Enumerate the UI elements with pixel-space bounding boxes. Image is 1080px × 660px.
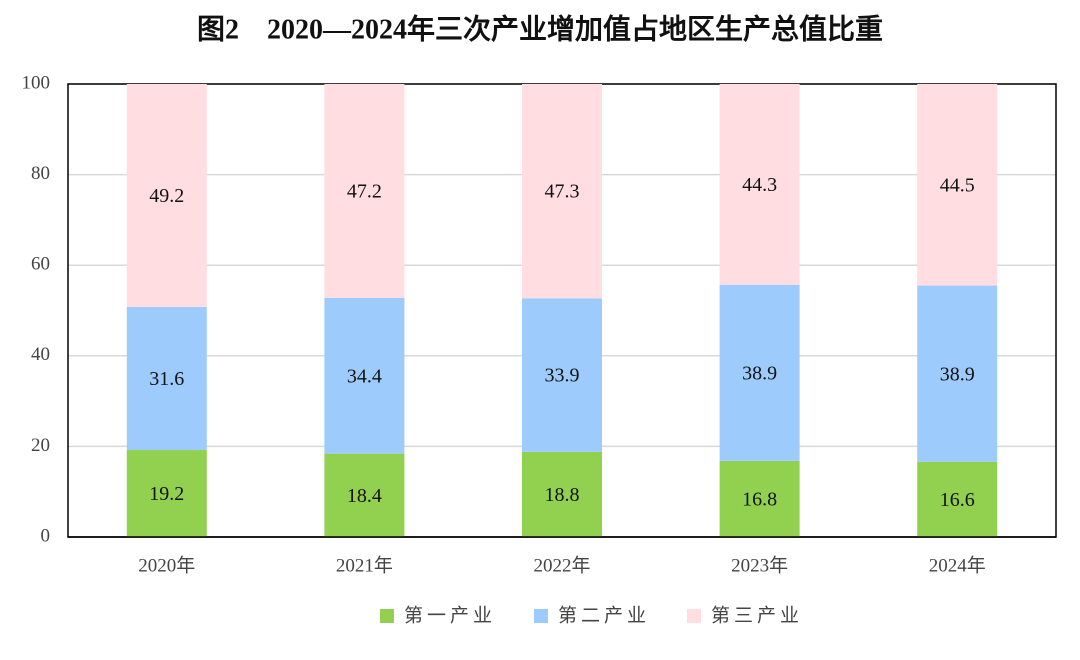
bar-segment (126, 306, 207, 451)
legend-swatch (380, 609, 394, 623)
bar-segment (522, 298, 602, 452)
bar-segment (917, 461, 998, 537)
legend-label: 第一产业 (404, 604, 496, 626)
value-label: 47.2 (347, 181, 382, 203)
legend-swatch (687, 609, 701, 623)
x-tick-label: 2020年 (138, 554, 195, 576)
bar-segment (324, 297, 405, 454)
value-label: 44.5 (940, 174, 975, 196)
value-label: 16.8 (742, 489, 777, 511)
bar-segment (126, 450, 207, 537)
x-tick-label: 2024年 (929, 554, 986, 576)
y-tick-label: 80 (31, 163, 50, 184)
value-label: 33.9 (545, 365, 580, 387)
bar-segment (324, 453, 405, 537)
bar-segment (917, 285, 998, 462)
legend-swatch (534, 609, 548, 623)
value-label: 19.2 (149, 483, 184, 505)
bar-segment (522, 84, 602, 299)
bar-segment (126, 84, 207, 307)
value-label: 16.6 (940, 489, 975, 511)
value-label: 34.4 (347, 365, 382, 387)
y-tick-label: 40 (31, 344, 50, 365)
bar-segment (719, 84, 800, 285)
x-tick-label: 2021年 (336, 554, 393, 576)
value-label: 31.6 (149, 368, 184, 390)
legend-label: 第二产业 (558, 604, 650, 626)
bar-segment (719, 284, 800, 461)
x-tick-label: 2023年 (731, 554, 788, 576)
y-tick-label: 0 (41, 525, 51, 546)
value-label: 49.2 (149, 185, 184, 207)
value-label: 38.9 (940, 363, 975, 385)
y-tick-label: 100 (22, 72, 51, 93)
bar-segment (522, 451, 602, 537)
value-label: 44.3 (742, 174, 777, 196)
value-label: 18.4 (347, 485, 382, 507)
value-label: 47.3 (545, 181, 580, 203)
bar-segment (917, 84, 998, 286)
value-label: 18.8 (545, 484, 580, 506)
value-label: 38.9 (742, 362, 777, 384)
bar-segment (719, 460, 800, 537)
legend-label: 第三产业 (711, 604, 803, 626)
y-tick-label: 60 (31, 254, 50, 275)
bar-segment (324, 84, 405, 298)
chart-title: 图2 2020—2024年三次产业增加值占地区生产总值比重 (197, 12, 883, 45)
x-tick-label: 2022年 (533, 554, 590, 576)
y-tick-label: 20 (31, 435, 50, 456)
